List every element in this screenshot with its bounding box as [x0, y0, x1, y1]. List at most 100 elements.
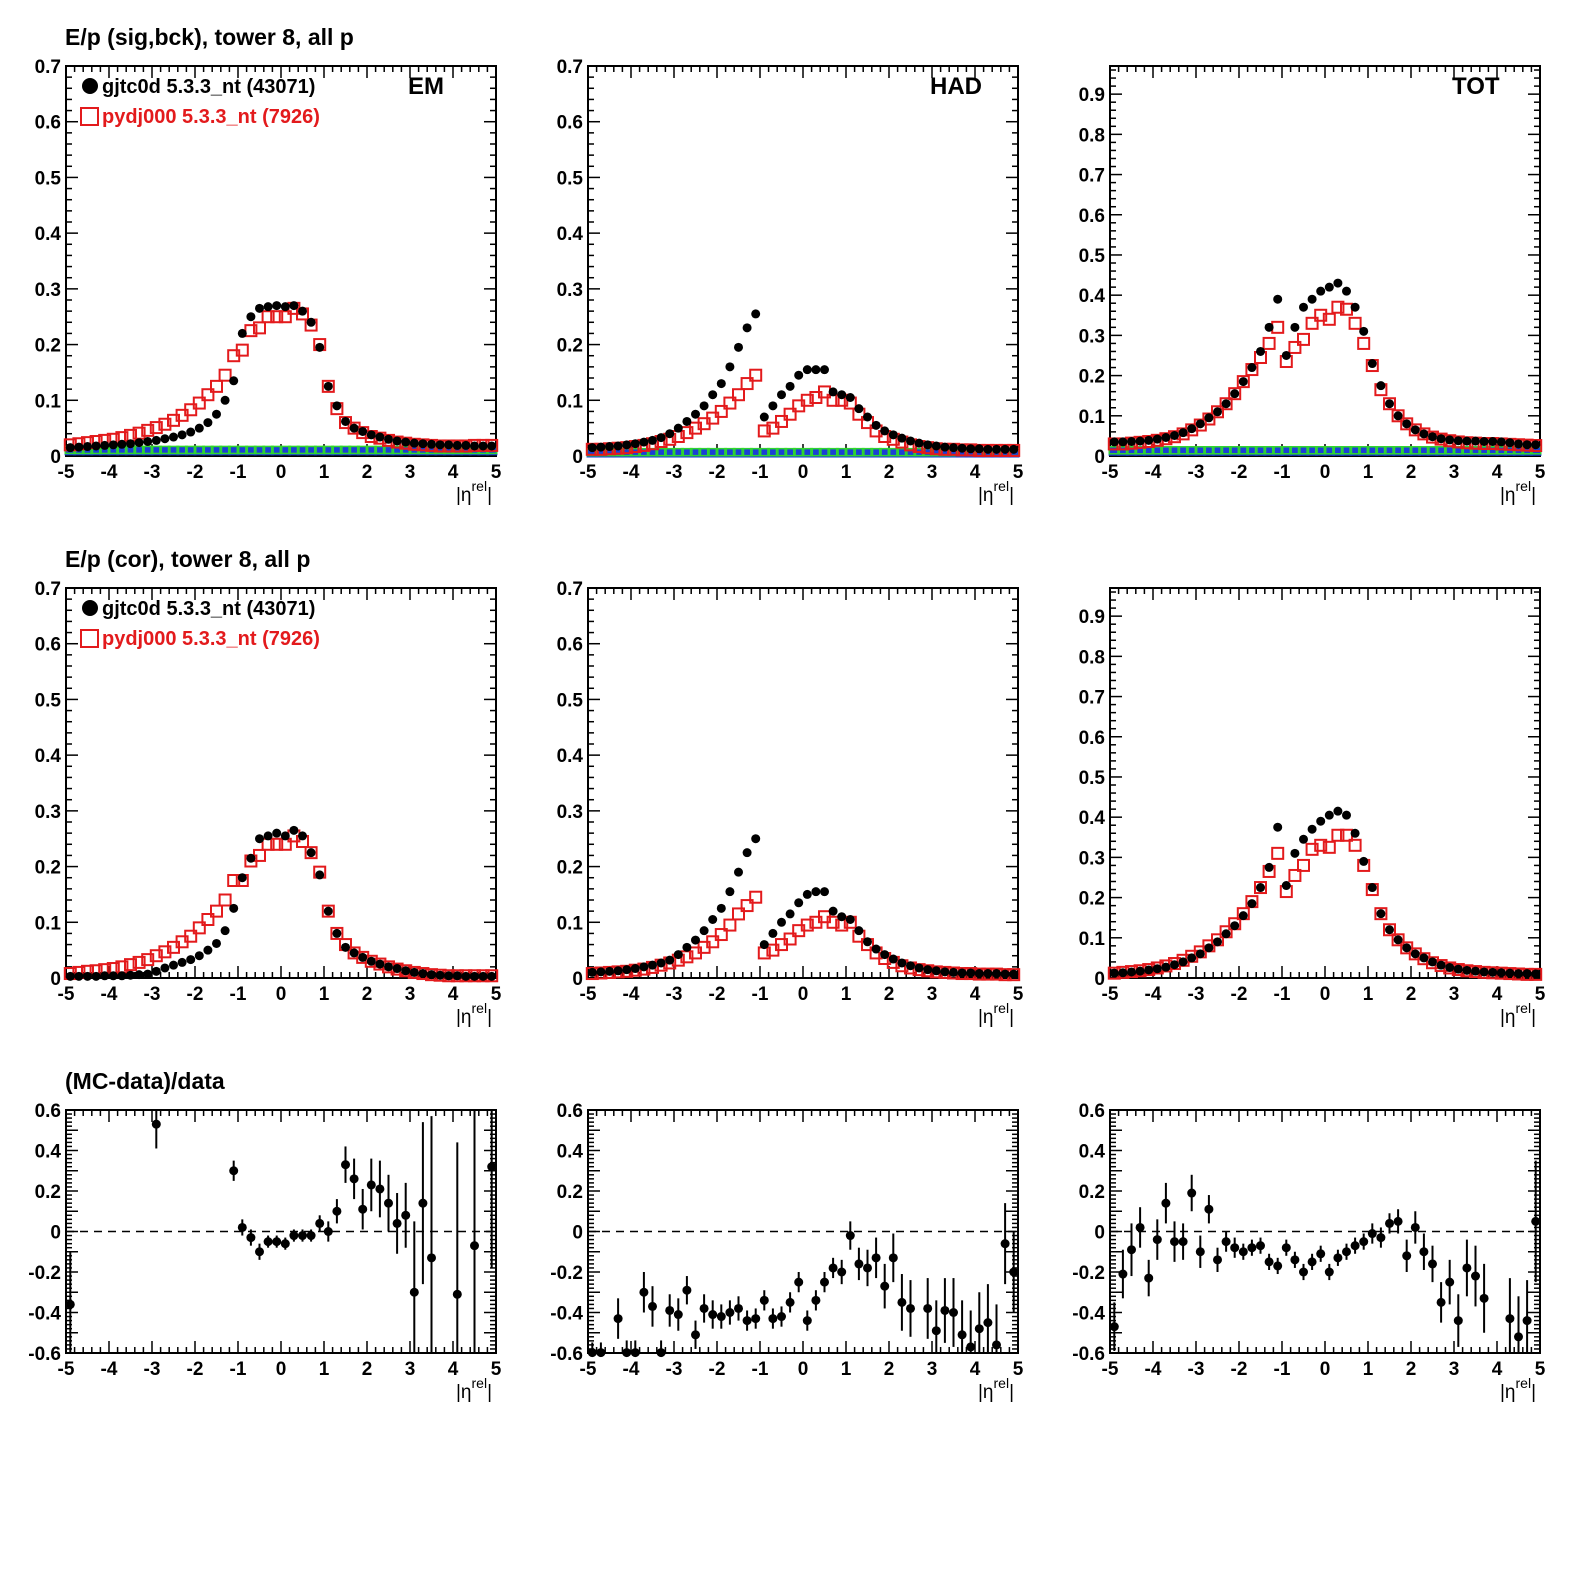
- data-point: [596, 967, 606, 977]
- background-point: [150, 445, 163, 455]
- ratio-point: [949, 1308, 958, 1317]
- background-point: [253, 445, 266, 455]
- y-tick-label: 0.6: [557, 635, 583, 656]
- data-point: [1152, 964, 1162, 974]
- ratio-point: [427, 1253, 436, 1263]
- background-point: [1461, 446, 1473, 455]
- data-point: [639, 962, 649, 972]
- background-point: [167, 445, 180, 455]
- mc-point: [304, 846, 318, 860]
- mc-point: [356, 950, 370, 964]
- mc-point: [347, 421, 361, 435]
- plot-frame: [587, 65, 1019, 457]
- data-point: [1428, 432, 1437, 442]
- background-point: [245, 445, 257, 455]
- x-tick-label: 4: [970, 462, 981, 483]
- ratio-point: [1299, 1267, 1308, 1277]
- data-point: [1213, 937, 1222, 947]
- ratio-point: [1324, 1267, 1334, 1277]
- background-point: [1194, 446, 1207, 455]
- x-tick-label: -5: [580, 984, 597, 1005]
- data-point: [229, 376, 239, 386]
- background-point: [1332, 446, 1344, 455]
- ratio-point: [992, 1340, 1001, 1350]
- background-point: [1220, 446, 1232, 455]
- ratio-point: [229, 1166, 239, 1176]
- data-point: [1531, 440, 1541, 450]
- background-point: [322, 445, 335, 455]
- mc-point: [1288, 868, 1302, 882]
- x-tick-label: 1: [1363, 1359, 1374, 1380]
- mc-point: [800, 918, 814, 932]
- background-point: [210, 445, 223, 455]
- panel-2-2: -5 -4 -3 -2 -1 0 1 2 3 4 5 -0.6 -0.4 -0.2 0 0.2 0.4 0.6 |η…: [1072, 1101, 1545, 1403]
- x-tick-label: -2: [709, 984, 726, 1005]
- data-point: [1290, 848, 1300, 858]
- data-point: [108, 440, 118, 450]
- x-tick-label: -3: [1188, 462, 1205, 483]
- ratio-point: [349, 1174, 359, 1184]
- data-point: [237, 328, 247, 338]
- panel-tag: TOT: [1452, 73, 1500, 100]
- background-point: [663, 447, 676, 457]
- mc-point: [1211, 405, 1224, 419]
- legend-label-mc: pydj000 5.3.3_nt (7926): [102, 106, 320, 128]
- data-point: [1402, 943, 1412, 953]
- x-tick-label: 3: [927, 984, 938, 1005]
- data-point: [298, 831, 307, 841]
- y-tick-label: -0.4: [550, 1304, 583, 1325]
- y-tick-label: 0.7: [557, 57, 583, 78]
- mc-point: [706, 411, 720, 425]
- data-point: [725, 887, 735, 897]
- x-tick-label: -5: [58, 1359, 75, 1380]
- ratio-point: [940, 1305, 950, 1315]
- background-point: [1323, 446, 1336, 455]
- y-tick-label: 0.1: [1079, 929, 1106, 950]
- mc-point: [706, 935, 720, 949]
- data-point: [648, 960, 657, 970]
- data-point: [220, 395, 230, 405]
- data-point: [1118, 437, 1128, 447]
- ratio-point: [392, 1218, 402, 1228]
- data-point: [1161, 433, 1171, 443]
- y-tick-label: 0.7: [557, 579, 583, 600]
- background-point: [818, 447, 831, 457]
- data-point: [596, 442, 606, 452]
- y-tick-label: 0.3: [557, 280, 583, 301]
- x-tick-label: 2: [362, 462, 373, 483]
- data-point: [630, 964, 640, 974]
- data-point: [1342, 286, 1351, 296]
- data-point: [742, 848, 752, 858]
- background-point: [1203, 446, 1215, 455]
- data-point: [323, 906, 333, 916]
- ratio-point: [837, 1267, 847, 1277]
- data-point: [613, 966, 623, 976]
- background-point: [758, 447, 771, 457]
- ratio-point: [811, 1295, 821, 1305]
- y-tick-label: 0.4: [35, 224, 62, 245]
- x-tick-label: -2: [187, 984, 204, 1005]
- data-point: [487, 971, 497, 981]
- ratio-point: [1161, 1198, 1171, 1208]
- x-tick-label: 2: [362, 984, 373, 1005]
- y-tick-label: -0.6: [28, 1344, 61, 1365]
- data-point: [1316, 286, 1326, 296]
- data-point: [725, 362, 735, 372]
- x-tick-label: 4: [448, 984, 459, 1005]
- ratio-point: [1479, 1293, 1489, 1303]
- data-point: [1410, 949, 1420, 959]
- y-tick-label: 0.2: [557, 336, 583, 357]
- background-point: [270, 445, 283, 455]
- data-point: [289, 825, 299, 835]
- data-point: [298, 306, 307, 316]
- y-tick-label: 0: [50, 1223, 61, 1244]
- data-point: [169, 960, 178, 970]
- mc-point: [201, 913, 215, 926]
- data-point: [759, 412, 769, 422]
- data-point: [151, 435, 161, 445]
- mc-point: [1254, 881, 1267, 895]
- ratio-point: [613, 1314, 623, 1324]
- y-tick-label: 0.7: [1079, 166, 1105, 187]
- data-point: [1135, 966, 1145, 976]
- x-tick-label: 4: [970, 984, 981, 1005]
